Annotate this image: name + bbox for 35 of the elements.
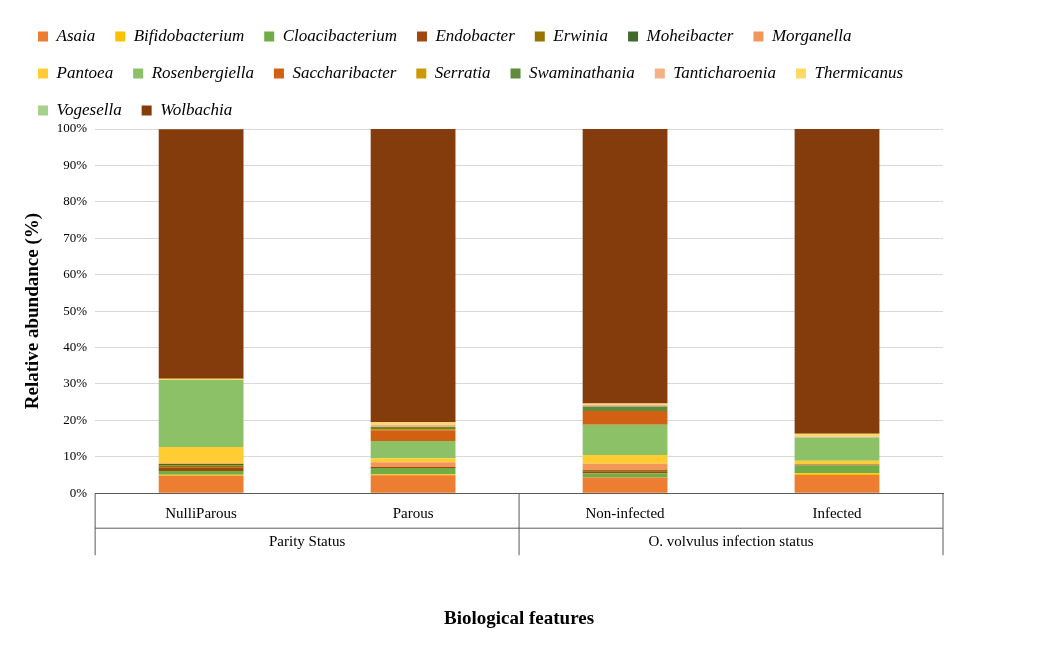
x-tick-label: Non-infected (585, 505, 666, 522)
y-tick-label: 0% (69, 484, 88, 500)
legend-label: Erwinia (552, 25, 609, 45)
legend-label: Cloacibacterium (282, 25, 397, 45)
legend-label: Thermicanus (814, 62, 904, 82)
legend-label: Rosenbergiella (150, 62, 254, 82)
x-axis-title: Biological features (444, 606, 595, 628)
y-tick-label: 80% (63, 193, 88, 209)
y-tick-label: 30% (63, 375, 88, 391)
legend-label: Moheibacter (645, 25, 734, 45)
x-tick-label: Infected (812, 505, 863, 522)
y-tick-label: 10% (63, 448, 88, 464)
legend-label: Swaminathania (529, 62, 635, 82)
y-tick-label: 60% (63, 266, 88, 282)
legend-label: Vogesella (56, 99, 122, 119)
legend-label: Endobacter (434, 25, 516, 45)
text: O. volvulus infection status (648, 533, 814, 550)
y-tick-label: 70% (63, 229, 88, 245)
y-tick-label: 50% (63, 302, 88, 318)
text: Parity Status (268, 533, 346, 550)
legend-label: Wolbachia (160, 99, 233, 119)
legend-label: Saccharibacter (292, 62, 397, 82)
y-tick-label: 20% (63, 411, 88, 427)
legend-label: Asaia (55, 25, 96, 45)
legend-label: Morganella (770, 25, 852, 45)
x-tick-label: Parous (392, 505, 434, 522)
legend-label: Bifidobacterium (133, 25, 245, 45)
y-tick-label: 90% (63, 156, 88, 172)
y-tick-label: 40% (63, 338, 88, 354)
x-tick-label: NulliParous (165, 505, 238, 522)
legend-label: Tanticharoenia (673, 62, 776, 82)
y-axis-title: Relative abundance (%) (21, 212, 44, 410)
legend-label: Pantoea (55, 62, 114, 82)
y-tick-label: 100% (56, 120, 88, 136)
legend-label: Serratia (434, 62, 491, 82)
